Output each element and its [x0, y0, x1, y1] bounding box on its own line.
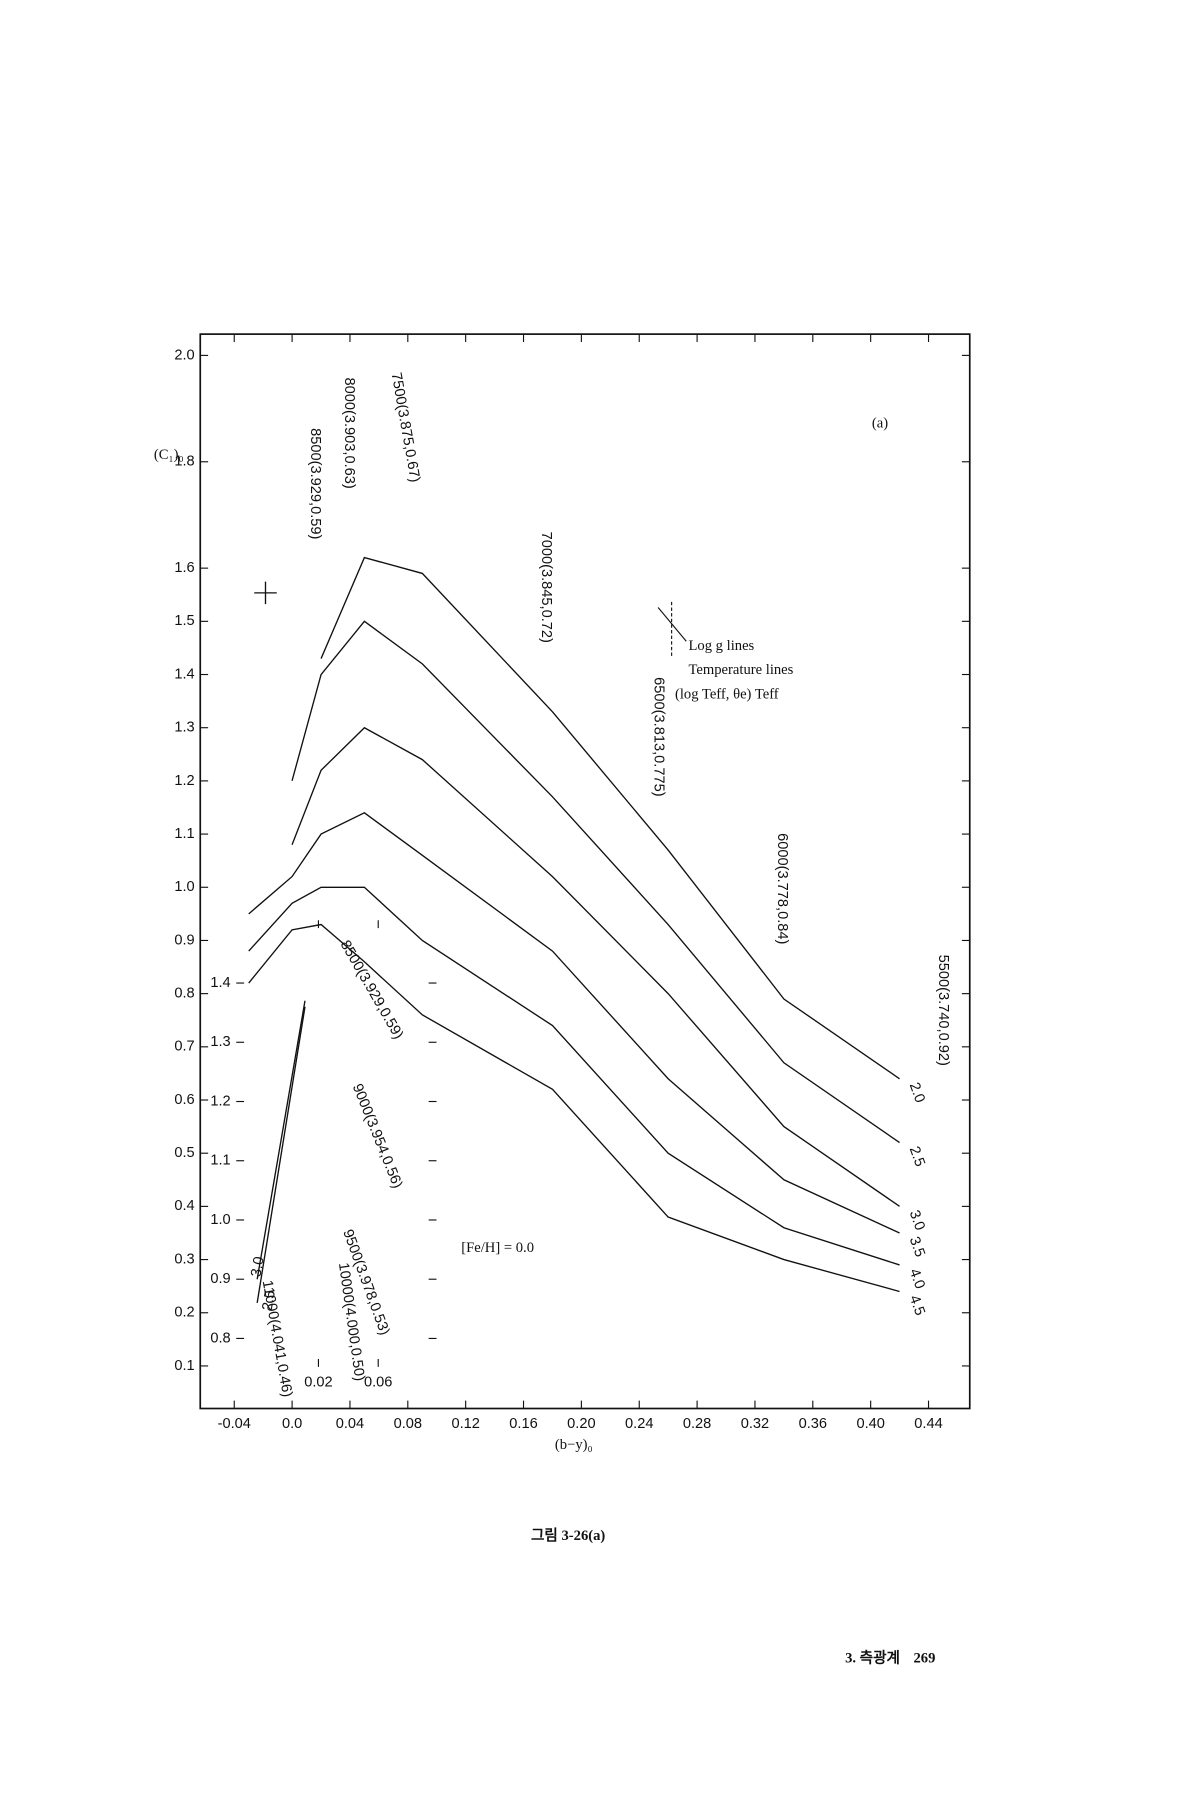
y-tick-label: 0.3	[174, 1251, 194, 1267]
y-tick-label: 1.0	[174, 879, 194, 895]
temperature-label: 8000(3.903,0.63)	[341, 377, 357, 488]
y-tick-label: 0.5	[174, 1145, 194, 1161]
series-label: 3.0	[248, 1255, 267, 1278]
y-tick-label: 0.2	[174, 1305, 194, 1321]
footer-section: 3. 측광계	[845, 1649, 900, 1667]
y-tick-label: 1.0	[210, 1212, 230, 1228]
x-tick-label: 0.08	[394, 1416, 422, 1432]
y-tick-label: 0.8	[174, 986, 194, 1002]
x-tick-label: 0.02	[304, 1374, 332, 1390]
y-tick-label: 1.4	[174, 666, 194, 682]
series-label: 4.0	[906, 1267, 928, 1292]
x-axis-label: (b−y)₀	[555, 1437, 593, 1453]
scaled-group: Log g lines Temperature lines (log Teff,…	[154, 333, 971, 1667]
series-label: 2.5	[260, 1289, 279, 1312]
x-tick-label: 0.24	[625, 1416, 653, 1432]
y-tick-label: 0.4	[174, 1198, 194, 1214]
temperature-label: 11000(4.041,0.46)	[259, 1279, 295, 1398]
temperature-label: 6500(3.813,0.775)	[650, 677, 666, 796]
log-g-line	[291, 726, 900, 1207]
y-tick-label: 0.6	[174, 1092, 194, 1108]
x-tick-label: 0.36	[799, 1416, 827, 1432]
x-tick-label: 0.44	[914, 1416, 942, 1432]
legend-text: (log Teff, θe) Teff	[675, 687, 779, 703]
y-axis-label: (C₁)₀	[154, 447, 184, 463]
series-label: 3.5	[906, 1235, 928, 1260]
x-tick-label: 0.0	[282, 1416, 302, 1432]
log-g-line	[320, 556, 900, 1080]
y-tick-label: 0.9	[210, 1271, 230, 1287]
temperature-label: 8500(3.929,0.59)	[307, 428, 323, 539]
y-tick-label: 1.4	[210, 975, 230, 991]
y-tick-label: 1.5	[174, 613, 194, 629]
x-tick-label: 0.20	[567, 1416, 595, 1432]
footer-page: 269	[914, 1651, 936, 1667]
x-tick-label: 0.04	[336, 1416, 364, 1432]
log-g-line	[291, 620, 900, 1144]
series-label: 4.5	[906, 1293, 928, 1318]
y-tick-label: 1.2	[210, 1093, 230, 1109]
y-tick-label: 0.8	[210, 1330, 230, 1346]
y-tick-label: 0.9	[174, 932, 194, 948]
series-label: 2.5	[906, 1144, 928, 1169]
log-g-line	[256, 1000, 306, 1280]
x-tick-label: 0.28	[683, 1416, 711, 1432]
plot-frame	[199, 333, 971, 1410]
y-tick-label: 0.1	[174, 1358, 194, 1374]
log-g-line	[248, 923, 900, 1293]
x-tick-label: 0.06	[364, 1374, 392, 1390]
y-tick-label: 1.3	[210, 1034, 230, 1050]
x-tick-label: -0.04	[218, 1416, 251, 1432]
x-tick-label: 0.12	[451, 1416, 479, 1432]
panel-label: (a)	[872, 415, 888, 431]
note: [Fe/H] = 0.0	[461, 1240, 534, 1256]
legend-text: Temperature lines	[689, 662, 794, 678]
y-tick-label: 1.3	[174, 720, 194, 736]
series-label: 2.0	[906, 1080, 928, 1105]
x-tick-label: 0.40	[856, 1416, 884, 1432]
legend-text: Log g lines	[689, 638, 755, 654]
log-g-line	[256, 1006, 306, 1303]
temperature-label: 6000(3.778,0.84)	[774, 833, 790, 944]
y-tick-label: 1.1	[174, 826, 194, 842]
y-tick-label: 1.2	[174, 773, 194, 789]
y-tick-label: 1.1	[210, 1153, 230, 1169]
y-tick-label: 2.0	[174, 347, 194, 363]
error-cross	[254, 581, 277, 605]
log-g-line	[248, 886, 900, 1266]
temperature-label: 7000(3.845,0.72)	[538, 532, 554, 643]
y-tick-label: 1.8	[174, 454, 194, 470]
y-tick-label: 0.7	[174, 1039, 194, 1055]
caption: 그림 3-26(a)	[531, 1526, 605, 1544]
temperature-label: 9000(3.954,0.56)	[349, 1082, 406, 1191]
temperature-label: 5500(3.740,0.92)	[935, 955, 951, 1066]
log-g-line	[248, 812, 900, 1234]
x-tick-label: 0.32	[741, 1416, 769, 1432]
x-tick-label: 0.16	[509, 1416, 537, 1432]
y-tick-label: 1.6	[174, 560, 194, 576]
series-label: 3.0	[906, 1208, 928, 1233]
temperature-label: 7500(3.875,0.67)	[388, 371, 423, 483]
